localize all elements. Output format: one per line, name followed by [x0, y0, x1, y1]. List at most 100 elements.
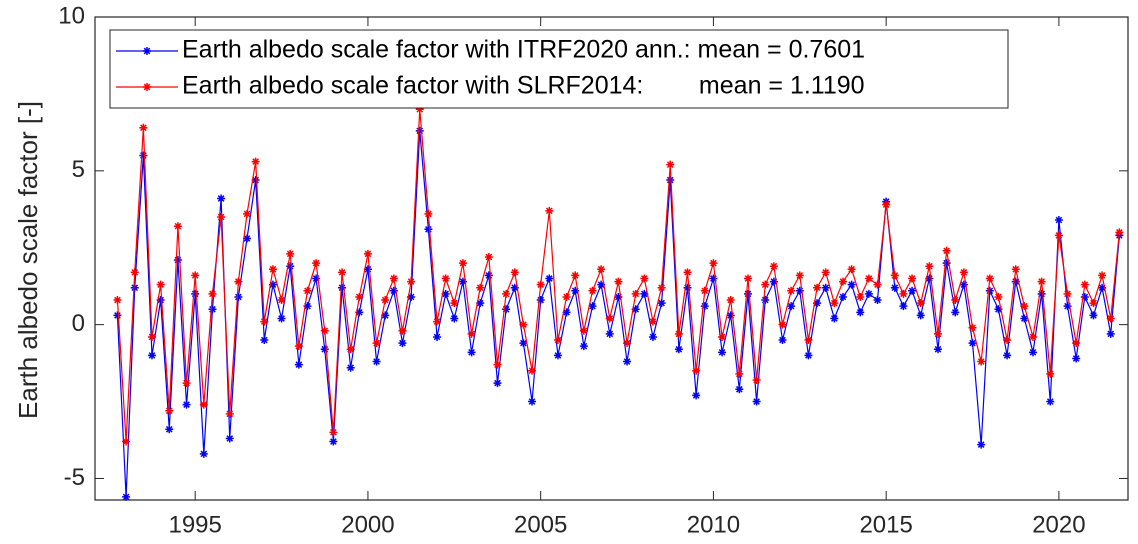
data-point — [752, 376, 761, 385]
data-point — [605, 314, 614, 323]
data-point — [173, 256, 182, 265]
data-point — [1003, 351, 1012, 360]
data-point — [182, 379, 191, 388]
data-point — [1037, 289, 1046, 298]
data-point — [234, 277, 243, 286]
data-point — [1072, 354, 1081, 363]
data-point — [657, 299, 666, 308]
data-point — [631, 289, 640, 298]
data-point — [666, 176, 675, 185]
data-point — [1106, 329, 1115, 338]
data-point — [959, 268, 968, 277]
data-point — [942, 246, 951, 255]
data-point — [692, 391, 701, 400]
data-point — [217, 212, 226, 221]
data-point — [571, 271, 580, 280]
data-point — [916, 299, 925, 308]
data-point — [208, 305, 217, 314]
data-point — [700, 286, 709, 295]
data-point — [813, 299, 822, 308]
data-point — [968, 323, 977, 332]
data-point — [165, 406, 174, 415]
y-tick-label: -5 — [64, 464, 85, 491]
data-point — [165, 425, 174, 434]
data-point — [424, 209, 433, 218]
y-tick-label: 10 — [58, 2, 85, 29]
data-point — [761, 280, 770, 289]
data-point — [1020, 302, 1029, 311]
data-point — [536, 280, 545, 289]
data-point — [778, 336, 787, 345]
data-point — [407, 277, 416, 286]
data-point — [208, 289, 217, 298]
data-point — [415, 105, 424, 114]
data-point — [959, 280, 968, 289]
data-point — [830, 299, 839, 308]
data-point — [1011, 265, 1020, 274]
data-point — [113, 311, 122, 320]
data-point — [346, 345, 355, 354]
data-point — [243, 234, 252, 243]
data-point — [372, 339, 381, 348]
series-line — [116, 130, 1120, 497]
data-point — [666, 160, 675, 169]
data-point — [718, 332, 727, 341]
data-point — [579, 342, 588, 351]
data-point — [450, 299, 459, 308]
data-point — [320, 326, 329, 335]
data-point — [916, 311, 925, 320]
data-point — [562, 308, 571, 317]
data-point — [545, 206, 554, 215]
data-point — [908, 286, 917, 295]
data-point — [1063, 302, 1072, 311]
data-point — [674, 345, 683, 354]
data-point — [994, 292, 1003, 301]
data-point — [484, 271, 493, 280]
data-point — [925, 262, 934, 271]
data-point — [467, 329, 476, 338]
data-point — [597, 280, 606, 289]
data-point — [640, 289, 649, 298]
data-point — [1106, 314, 1115, 323]
data-point — [372, 357, 381, 366]
data-point — [277, 296, 286, 305]
data-point — [476, 299, 485, 308]
data-point — [692, 366, 701, 375]
data-point — [985, 286, 994, 295]
data-point — [312, 259, 321, 268]
data-point — [363, 249, 372, 258]
data-point — [882, 200, 891, 209]
legend-label: Earth albedo scale factor with SLRF2014:… — [182, 72, 865, 100]
data-point — [268, 280, 277, 289]
data-point — [502, 305, 511, 314]
data-point — [735, 385, 744, 394]
data-point — [381, 296, 390, 305]
legend-box — [109, 29, 1009, 109]
data-point — [1028, 332, 1037, 341]
data-point — [597, 265, 606, 274]
data-point — [389, 286, 398, 295]
data-point — [977, 357, 986, 366]
data-point — [407, 292, 416, 301]
data-point — [545, 274, 554, 283]
legend: Earth albedo scale factor with ITRF2020 … — [109, 29, 1009, 109]
data-point — [726, 311, 735, 320]
data-point — [804, 351, 813, 360]
data-point — [156, 296, 165, 305]
data-point — [320, 345, 329, 354]
data-point — [579, 326, 588, 335]
data-point — [1089, 299, 1098, 308]
data-point — [1028, 348, 1037, 357]
data-point — [398, 339, 407, 348]
data-point — [148, 332, 157, 341]
data-point — [467, 348, 476, 357]
data-point — [398, 326, 407, 335]
data-point — [113, 296, 122, 305]
data-point — [389, 274, 398, 283]
data-point — [286, 249, 295, 258]
data-point — [614, 277, 623, 286]
data-point — [908, 274, 917, 283]
data-point — [605, 329, 614, 338]
data-point — [640, 274, 649, 283]
